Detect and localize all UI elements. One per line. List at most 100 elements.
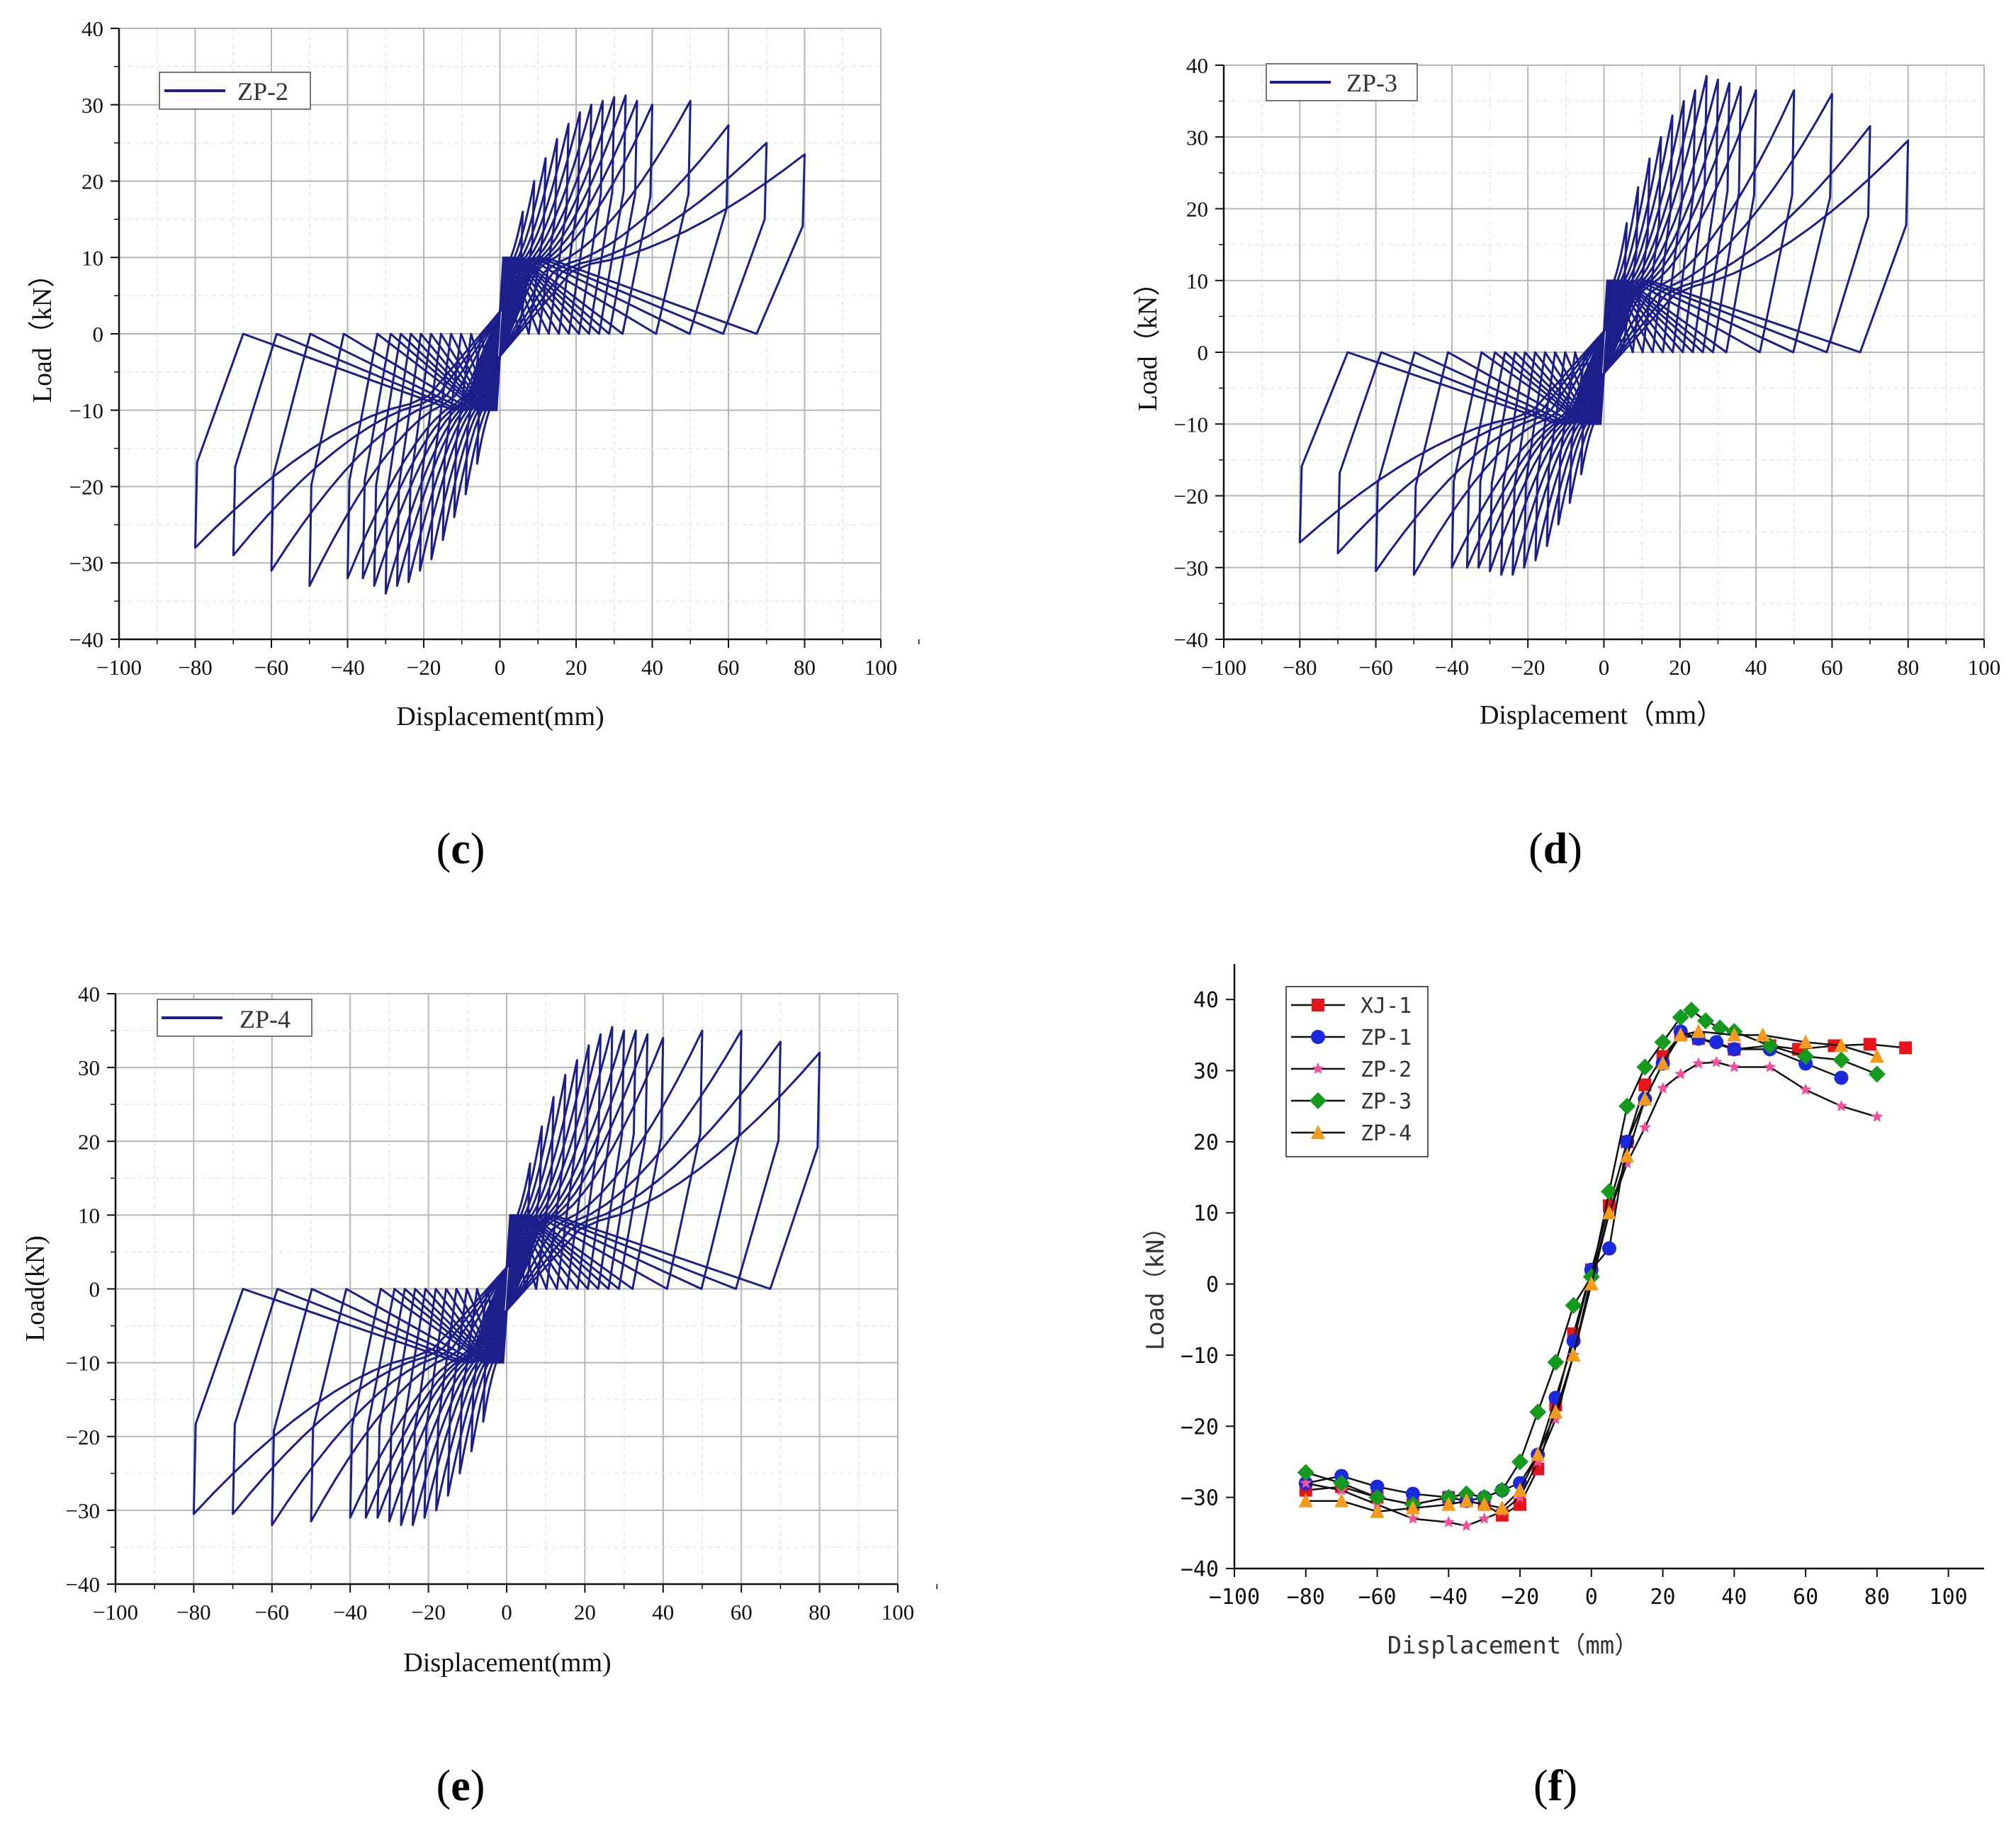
panel-f-legend-label: ZP-3: [1361, 1089, 1412, 1114]
panel-f-point-zp-2: [1657, 1082, 1669, 1094]
panel-f-point-zp-3: [1333, 1474, 1351, 1492]
panel-c: −100 −80 −60 −40 −20 0 20 40 60 80 100−40−30−20−10…: [28, 16, 920, 873]
panel-f-point-zp-1: [1834, 1070, 1849, 1085]
panel-f: −100 −80 −60 −40 −20 0 20 40 60 80 100−40−30−20−10…: [1142, 964, 1984, 1810]
panel-f-ytick-label: 20: [1193, 1130, 1219, 1155]
panel-d-hysteresis-loop: [1489, 78, 1719, 573]
panel-d-ytick-label: 20: [1186, 197, 1208, 222]
panel-e-xtick-label: 20: [574, 1600, 596, 1624]
panel-d-xtick-label: 0: [1599, 655, 1610, 680]
panel-f-point-zp-3: [1636, 1058, 1654, 1076]
panel-f-point-zp-2: [1460, 1519, 1472, 1532]
panel-f-point-zp-4: [1441, 1496, 1456, 1511]
panel-f-legend-marker: [1311, 1125, 1325, 1139]
panel-d-xtick-label: −80: [1283, 655, 1317, 680]
panel-f-ytick-label: −40: [1181, 1557, 1219, 1582]
panel-d-ytick-label: −10: [1174, 412, 1208, 437]
panel-d-ytick-label: 30: [1186, 125, 1208, 150]
panel-c-legend-label: ZP-2: [237, 77, 288, 106]
panel-f-point-zp-3: [1682, 1001, 1700, 1019]
panel-f-ytick-label: 10: [1193, 1201, 1219, 1226]
panel-c-label: (c): [437, 825, 485, 873]
panel-f-legend: XJ-1 ZP-1 ZP-2 ZP-3 ZP-4: [1285, 986, 1429, 1157]
panel-d-xtick-label: 20: [1669, 655, 1691, 680]
panel-c-curves: [194, 94, 806, 595]
panel-f-legend-marker: [1311, 1030, 1325, 1044]
panel-f-point-zp-3: [1832, 1051, 1850, 1069]
panel-e-axes: −100 −80 −60 −40 −20 0 20 40 60 80 100−40−30−20−10…: [66, 982, 937, 1624]
panel-e-ytick-label: −40: [66, 1572, 100, 1597]
panel-d-xtick-label: 100: [1968, 655, 2001, 680]
panel-f-point-zp-4: [1334, 1493, 1349, 1508]
panel-f-point-zp-4: [1620, 1147, 1635, 1162]
panel-d-ytick-label: 10: [1186, 269, 1208, 293]
panel-e-curves: [192, 1026, 821, 1527]
panel-f-point-zp-2: [1710, 1055, 1723, 1067]
panel-f-ytick-label: −30: [1181, 1486, 1219, 1511]
panel-d-hysteresis-loop: [1412, 89, 1796, 576]
panel-d-xtick-label: 80: [1897, 655, 1919, 680]
panel-e-xtick-label: −20: [411, 1600, 445, 1624]
panel-f-point-zp-4: [1673, 1027, 1688, 1042]
panel-f-point-zp-3: [1297, 1464, 1314, 1481]
panel-c-ytick-label: −30: [69, 551, 103, 576]
panel-f-point-zp-2: [1835, 1099, 1847, 1111]
panel-f-point-zp-4: [1655, 1055, 1670, 1070]
panel-f-point-zp-4: [1691, 1023, 1706, 1038]
panel-c-xtick-label: −100: [96, 655, 142, 680]
panel-f-point-zp-4: [1584, 1276, 1599, 1291]
panel-c-legend: ZP-2: [159, 72, 311, 110]
panel-d-ytick-label: −40: [1174, 627, 1208, 652]
panel-f-point-zp-4: [1755, 1027, 1770, 1042]
panel-d-ylabel: Load（kN）: [1133, 269, 1163, 412]
panel-f-point-zp-3: [1511, 1453, 1529, 1471]
panel-f-xtick-label: 80: [1864, 1585, 1890, 1610]
panel-f-legend-marker: [1310, 1092, 1327, 1109]
panel-d-xtick-label: −20: [1511, 655, 1545, 680]
panel-e-hysteresis-loop: [310, 1029, 704, 1522]
panel-d-xtick-label: 40: [1745, 655, 1767, 680]
panel-f-point-zp-1: [1405, 1486, 1420, 1501]
panel-f-point-zp-3: [1654, 1033, 1672, 1051]
panel-d-legend-label: ZP-3: [1346, 69, 1397, 97]
panel-c-ytick-label: −40: [69, 627, 103, 652]
panel-f-xtick-label: −80: [1287, 1585, 1325, 1610]
panel-f-point-zp-4: [1298, 1493, 1313, 1508]
panel-f-point-zp-1: [1709, 1035, 1724, 1050]
panel-d-axes: −100 −80 −60 −40 −20 0 20 40 60 80 100−40−30−20−10…: [1174, 53, 2001, 680]
panel-d-xlabel: Displacement（mm）: [1480, 700, 1723, 730]
panel-f-label: (f): [1533, 1762, 1577, 1810]
panel-f-point-zp-3: [1868, 1065, 1886, 1083]
panel-f-xtick-label: 40: [1721, 1585, 1747, 1610]
panel-f-point-zp-3: [1761, 1037, 1779, 1055]
panel-c-xtick-label: −60: [254, 655, 288, 680]
panel-f-series-line-zp-4: [1305, 1031, 1878, 1513]
panel-c-hysteresis-loop: [232, 142, 768, 556]
panel-e-ytick-label: 40: [78, 982, 100, 1006]
panel-f-legend-label: ZP-1: [1361, 1026, 1412, 1050]
panel-f-point-zp-2: [1728, 1060, 1740, 1072]
panel-e-xtick-label: 60: [731, 1600, 753, 1624]
panel-e-hysteresis-loop: [192, 1051, 821, 1515]
panel-f-point-xj-1: [1638, 1078, 1652, 1092]
panel-f-point-zp-2: [1442, 1515, 1455, 1528]
panel-e-ylabel: Load(kN): [21, 1235, 50, 1342]
panel-f-point-zp-3: [1565, 1296, 1582, 1314]
panel-f-point-zp-3: [1711, 1019, 1729, 1037]
panel-f-xtick-label: −40: [1429, 1585, 1468, 1610]
panel-f-ytick-label: 40: [1193, 988, 1219, 1013]
panel-e-xtick-label: 40: [652, 1600, 674, 1624]
panel-c-hysteresis-loop: [270, 124, 730, 572]
panel-f-ylabel: Load（kN）: [1142, 1216, 1170, 1351]
panel-f-xlabel: Displacement（mm）: [1387, 1632, 1639, 1660]
panel-e-label: (e): [437, 1762, 485, 1810]
panel-c-ytick-label: 10: [81, 245, 103, 270]
panel-f-point-zp-2: [1764, 1060, 1776, 1072]
panel-f-point-zp-2: [1407, 1512, 1419, 1524]
panel-d-xtick-label: −100: [1201, 655, 1246, 680]
panel-c-xtick-label: −40: [330, 655, 364, 680]
panel-d-legend: ZP-3: [1266, 63, 1418, 101]
panel-f-point-zp-4: [1602, 1205, 1616, 1220]
panel-e-xlabel: Displacement(mm): [403, 1648, 611, 1678]
